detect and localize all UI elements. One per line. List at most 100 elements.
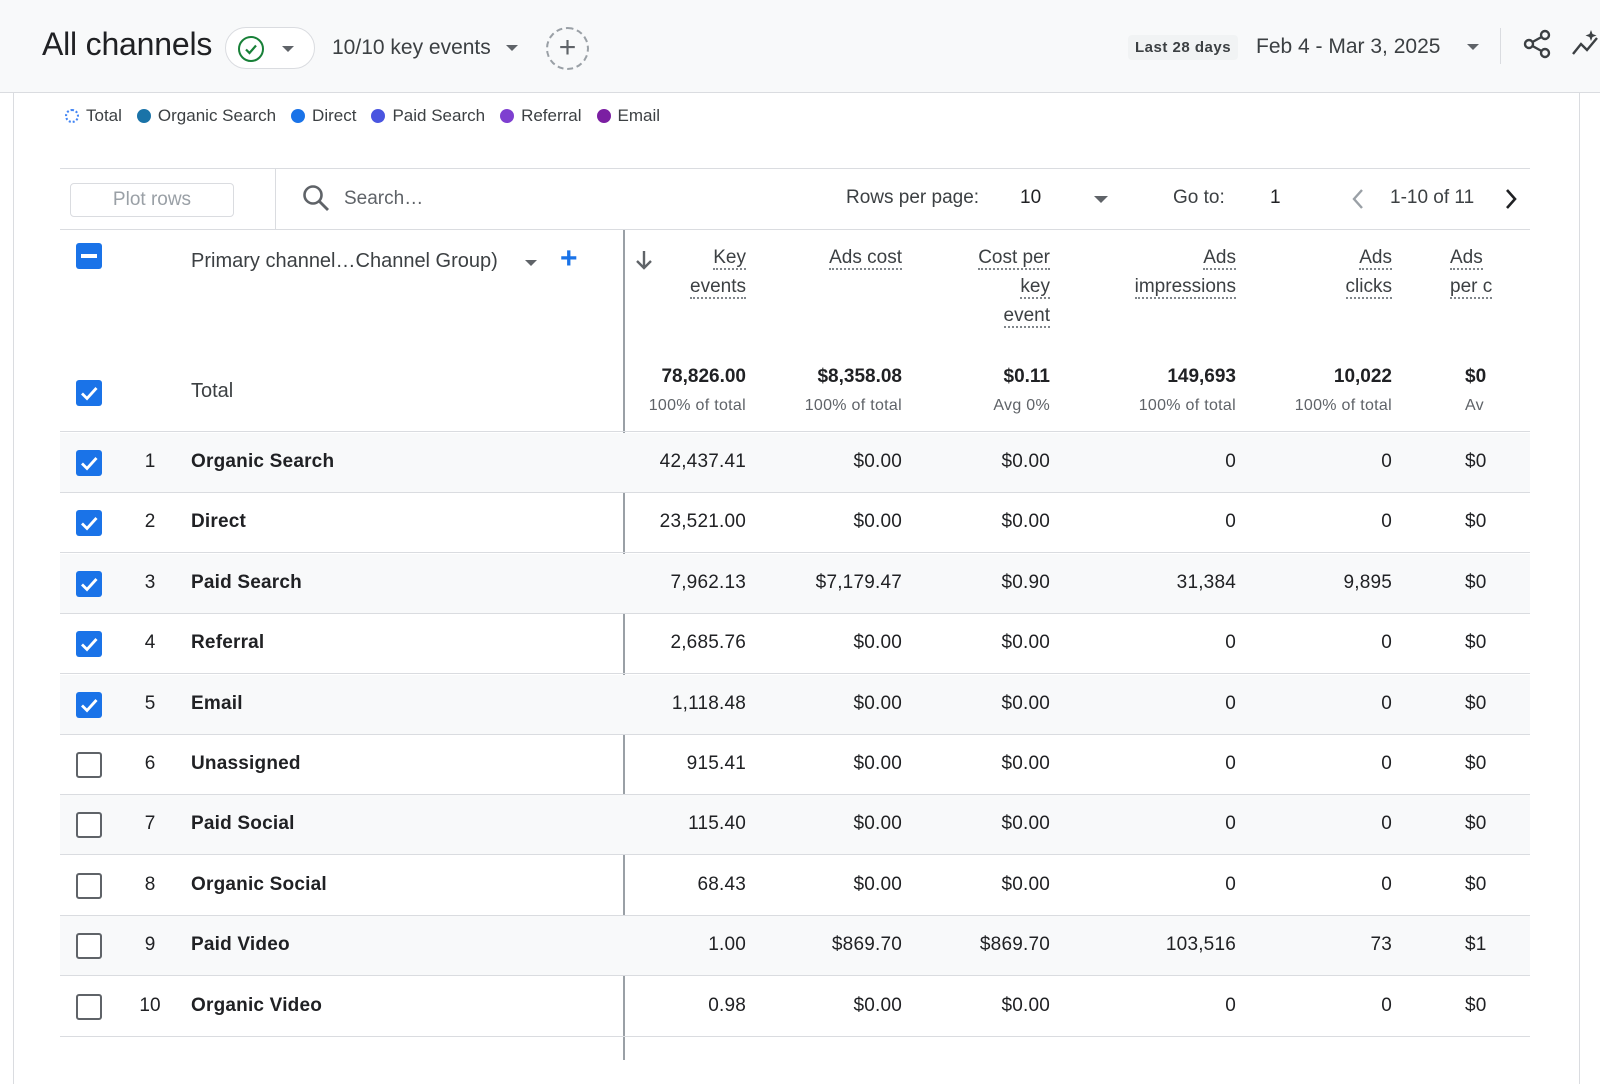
table-row[interactable]: 9 Paid Video 1.00 $869.70 $869.70 103,516 73 $1 [60,916,1530,977]
row-checkbox[interactable] [76,752,102,778]
table-toolbar: Plot rows Rows per page: 10 Go to: 1 1-1… [60,168,1530,230]
chevron-down-icon[interactable] [1467,44,1479,50]
cell-ads-clicks: 0 [1381,511,1392,533]
row-checkbox[interactable] [76,933,102,960]
row-channel-name: Paid Search [191,571,302,593]
legend-item-referral[interactable]: Referral [500,106,582,126]
total-value: $0.11 [1003,366,1051,387]
cell-cost-per-key-event: $0.90 [1001,571,1050,593]
row-number: 6 [144,753,156,774]
chevron-down-icon[interactable] [525,260,537,266]
row-checkbox[interactable] [76,812,102,839]
key-events-selector[interactable]: 10/10 key events [332,36,491,59]
sort-descending-icon[interactable] [634,248,654,277]
share-icon[interactable] [1521,28,1553,65]
table-row[interactable]: 7 Paid Social 115.40 $0.00 $0.00 0 0 $0 [60,795,1530,856]
row-channel-name: Unassigned [191,753,301,774]
table-row[interactable]: 2 Direct 23,521.00 $0.00 $0.00 0 0 $0 [60,493,1530,554]
table-row[interactable]: 5 Email 1,118.48 $0.00 $0.00 0 0 $0 [60,674,1530,735]
cell-ads-cost: $0.00 [853,994,902,1016]
dimension-header[interactable]: Primary channel…Channel Group) [191,250,498,272]
search-input[interactable] [344,185,704,213]
row-checkbox[interactable] [76,691,102,718]
cell-ads-impressions: 0 [1225,451,1236,472]
table-row[interactable]: 6 Unassigned 915.41 $0.00 $0.00 0 0 $0 [60,735,1530,795]
row-checkbox[interactable] [76,450,102,476]
cell-ads-clicks: 9,895 [1343,571,1392,593]
header-ads-cost[interactable]: Ads cost [829,247,902,270]
cell-cost-per-key-event: $0.00 [1001,511,1050,533]
table-row[interactable]: 1 Organic Search 42,437.41 $0.00 $0.00 0 0 $0 [60,433,1530,493]
total-value: 149,693 [1167,366,1236,387]
row-checkbox[interactable] [76,872,102,899]
row-channel-name: Referral [191,632,265,654]
cell-ads-cost-per-click: $0 [1465,813,1487,835]
row-checkbox[interactable] [76,570,102,597]
row-checkbox[interactable] [76,993,102,1020]
cell-ads-clicks: 0 [1381,753,1392,774]
legend-item-organic-search[interactable]: Organic Search [136,106,276,126]
table-row[interactable]: 10 Organic Video 0.98 $0.00 $0.00 0 0 $0 [60,977,1530,1037]
total-subtext: 100% of total [804,397,902,414]
divider [1500,28,1501,64]
cell-cost-per-key-event: $869.70 [979,934,1050,956]
chevron-down-icon [282,46,294,52]
cell-ads-cost: $0.00 [853,451,902,472]
table-row[interactable]: 3 Paid Search 7,962.13 $7,179.47 $0.90 31,384… [60,553,1530,614]
chart-legend: Total Organic Search Direct Paid Search … [65,106,660,126]
add-dimension-button[interactable]: + [560,242,578,275]
rows-per-page-select[interactable]: 10 [1020,187,1042,208]
row-number: 3 [144,571,156,593]
legend-item-total[interactable]: Total [65,106,122,126]
cell-ads-clicks: 0 [1381,692,1392,714]
date-range-selector[interactable]: Feb 4 - Mar 3, 2025 [1256,35,1441,58]
cell-ads-impressions: 0 [1225,994,1236,1016]
plot-rows-button[interactable]: Plot rows [70,183,234,217]
row-number: 9 [144,934,156,956]
date-preset-chip[interactable]: Last 28 days [1128,35,1239,60]
row-number: 2 [144,511,156,533]
column-divider [623,230,625,1060]
table-row[interactable]: 4 Referral 2,685.76 $0.00 $0.00 0 0 $0 [60,614,1530,675]
table-row[interactable]: 8 Organic Social 68.43 $0.00 $0.00 0 0 $0 [60,856,1530,916]
header-ads-impressions[interactable]: Ads impressions [1134,247,1236,299]
cell-ads-impressions: 0 [1225,873,1236,895]
legend-item-paid-search[interactable]: Paid Search [371,106,485,126]
cell-ads-cost-per-click: $0 [1465,571,1487,593]
header-key-events[interactable]: Key events [690,247,746,299]
report-header: All channels 10/10 key events + Last 28 … [0,0,1600,93]
cell-cost-per-key-event: $0.00 [1001,451,1050,472]
row-number: 4 [144,632,156,654]
header-cost-per-key-event[interactable]: Cost per key event [978,247,1050,328]
chevron-down-icon[interactable] [1094,196,1108,203]
total-subtext: 100% of total [648,397,746,414]
total-checkbox[interactable] [76,380,102,406]
row-checkbox[interactable] [76,631,102,658]
cell-ads-cost-per-click: $0 [1465,632,1487,654]
chevron-right-icon[interactable] [1503,187,1519,216]
cell-key-events: 115.40 [688,813,746,835]
cell-ads-cost: $869.70 [831,934,902,956]
legend-item-direct[interactable]: Direct [291,106,356,126]
cell-key-events: 23,521.00 [659,511,746,533]
status-dropdown[interactable] [225,27,315,69]
cell-cost-per-key-event: $0.00 [1001,994,1050,1016]
row-checkbox[interactable] [76,510,102,537]
cell-key-events: 1,118.48 [671,692,746,714]
legend-item-email[interactable]: Email [596,106,660,126]
chevron-left-icon[interactable] [1350,187,1366,216]
row-channel-name: Organic Social [191,873,327,895]
cell-ads-impressions: 0 [1225,632,1236,654]
cell-ads-clicks: 0 [1381,451,1392,472]
cell-ads-impressions: 31,384 [1176,571,1236,593]
header-ads-cost-per-click[interactable]: Ads per c [1450,247,1493,299]
insights-icon[interactable] [1571,28,1599,65]
header-ads-clicks[interactable]: Ads clicks [1345,247,1392,299]
chevron-down-icon[interactable] [506,45,518,51]
goto-page-input[interactable]: 1 [1270,187,1281,208]
total-row: Total 78,826.00 100% of total $8,358.08 … [60,354,1530,432]
cell-cost-per-key-event: $0.00 [1001,753,1050,774]
select-all-checkbox[interactable] [76,243,102,269]
add-comparison-button[interactable]: + [546,27,589,70]
row-number: 7 [144,813,156,835]
